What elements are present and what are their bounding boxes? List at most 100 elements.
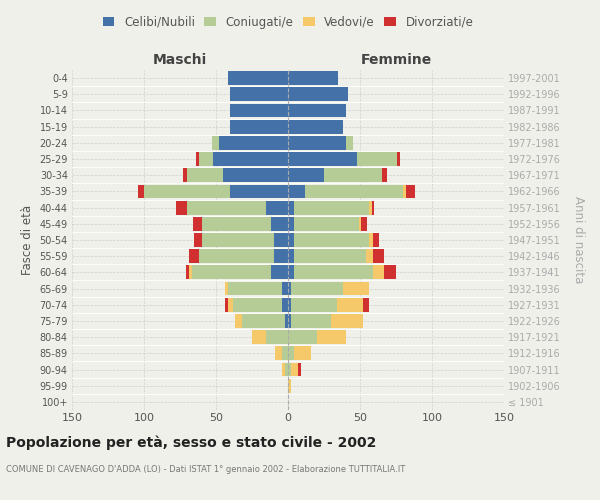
Bar — [288, 250, 294, 263]
Bar — [194, 233, 202, 247]
Bar — [288, 233, 294, 247]
Bar — [186, 266, 188, 280]
Bar — [188, 250, 199, 263]
Bar — [346, 136, 353, 149]
Bar — [230, 88, 288, 101]
Bar — [199, 152, 213, 166]
Bar — [291, 282, 343, 296]
Bar — [359, 217, 361, 230]
Bar — [187, 168, 223, 182]
Bar — [288, 120, 343, 134]
Bar — [298, 362, 301, 376]
Bar — [288, 88, 349, 101]
Bar — [288, 266, 294, 280]
Y-axis label: Fasce di età: Fasce di età — [21, 205, 34, 275]
Bar — [288, 282, 291, 296]
Bar — [324, 168, 382, 182]
Bar — [187, 200, 266, 214]
Bar — [366, 250, 373, 263]
Bar — [196, 152, 199, 166]
Bar — [230, 104, 288, 118]
Bar — [176, 200, 187, 214]
Bar — [230, 184, 288, 198]
Y-axis label: Anni di nascita: Anni di nascita — [572, 196, 585, 284]
Bar — [242, 314, 285, 328]
Bar — [274, 250, 288, 263]
Bar — [274, 233, 288, 247]
Bar — [294, 250, 366, 263]
Bar — [373, 266, 385, 280]
Bar — [288, 298, 291, 312]
Bar — [224, 282, 227, 296]
Bar — [275, 346, 282, 360]
Bar — [291, 314, 331, 328]
Bar — [183, 168, 187, 182]
Bar — [331, 314, 363, 328]
Bar — [288, 71, 338, 85]
Bar — [288, 330, 317, 344]
Bar — [282, 298, 288, 312]
Bar — [191, 266, 271, 280]
Bar — [373, 250, 385, 263]
Bar — [288, 104, 346, 118]
Bar — [282, 362, 285, 376]
Bar — [317, 330, 346, 344]
Bar — [294, 200, 368, 214]
Legend: Celibi/Nubili, Coniugati/e, Vedovi/e, Divorziati/e: Celibi/Nubili, Coniugati/e, Vedovi/e, Di… — [98, 11, 478, 34]
Bar — [385, 266, 396, 280]
Bar — [337, 298, 363, 312]
Bar — [233, 298, 282, 312]
Bar — [285, 362, 288, 376]
Bar — [397, 152, 400, 166]
Bar — [199, 250, 274, 263]
Bar — [202, 233, 274, 247]
Bar — [202, 217, 271, 230]
Text: Maschi: Maschi — [153, 53, 207, 67]
Bar — [288, 200, 294, 214]
Text: Femmine: Femmine — [361, 53, 431, 67]
Bar — [288, 168, 324, 182]
Bar — [371, 200, 374, 214]
Bar — [403, 184, 406, 198]
Bar — [219, 136, 288, 149]
Bar — [406, 184, 415, 198]
Bar — [294, 346, 311, 360]
Bar — [288, 136, 346, 149]
Bar — [291, 362, 298, 376]
Text: COMUNE DI CAVENAGO D'ADDA (LO) - Dati ISTAT 1° gennaio 2002 - Elaborazione TUTTI: COMUNE DI CAVENAGO D'ADDA (LO) - Dati IS… — [6, 465, 405, 474]
Bar — [271, 217, 288, 230]
Bar — [227, 282, 282, 296]
Bar — [288, 184, 305, 198]
Bar — [224, 298, 227, 312]
Bar — [368, 200, 371, 214]
Bar — [373, 233, 379, 247]
Bar — [212, 136, 219, 149]
Bar — [193, 217, 202, 230]
Bar — [252, 330, 266, 344]
Bar — [188, 266, 191, 280]
Bar — [363, 298, 368, 312]
Bar — [288, 379, 291, 392]
Bar — [227, 71, 288, 85]
Bar — [288, 362, 291, 376]
Bar — [288, 152, 357, 166]
Bar — [294, 266, 373, 280]
Bar — [223, 168, 288, 182]
Bar — [282, 346, 288, 360]
Bar — [282, 282, 288, 296]
Bar — [288, 217, 294, 230]
Bar — [213, 152, 288, 166]
Bar — [305, 184, 403, 198]
Bar — [288, 314, 291, 328]
Bar — [230, 120, 288, 134]
Text: Popolazione per età, sesso e stato civile - 2002: Popolazione per età, sesso e stato civil… — [6, 435, 376, 450]
Bar — [361, 217, 367, 230]
Bar — [271, 266, 288, 280]
Bar — [138, 184, 144, 198]
Bar — [382, 168, 388, 182]
Bar — [285, 314, 288, 328]
Bar — [294, 233, 368, 247]
Bar — [266, 200, 288, 214]
Bar — [266, 330, 288, 344]
Bar — [368, 233, 373, 247]
